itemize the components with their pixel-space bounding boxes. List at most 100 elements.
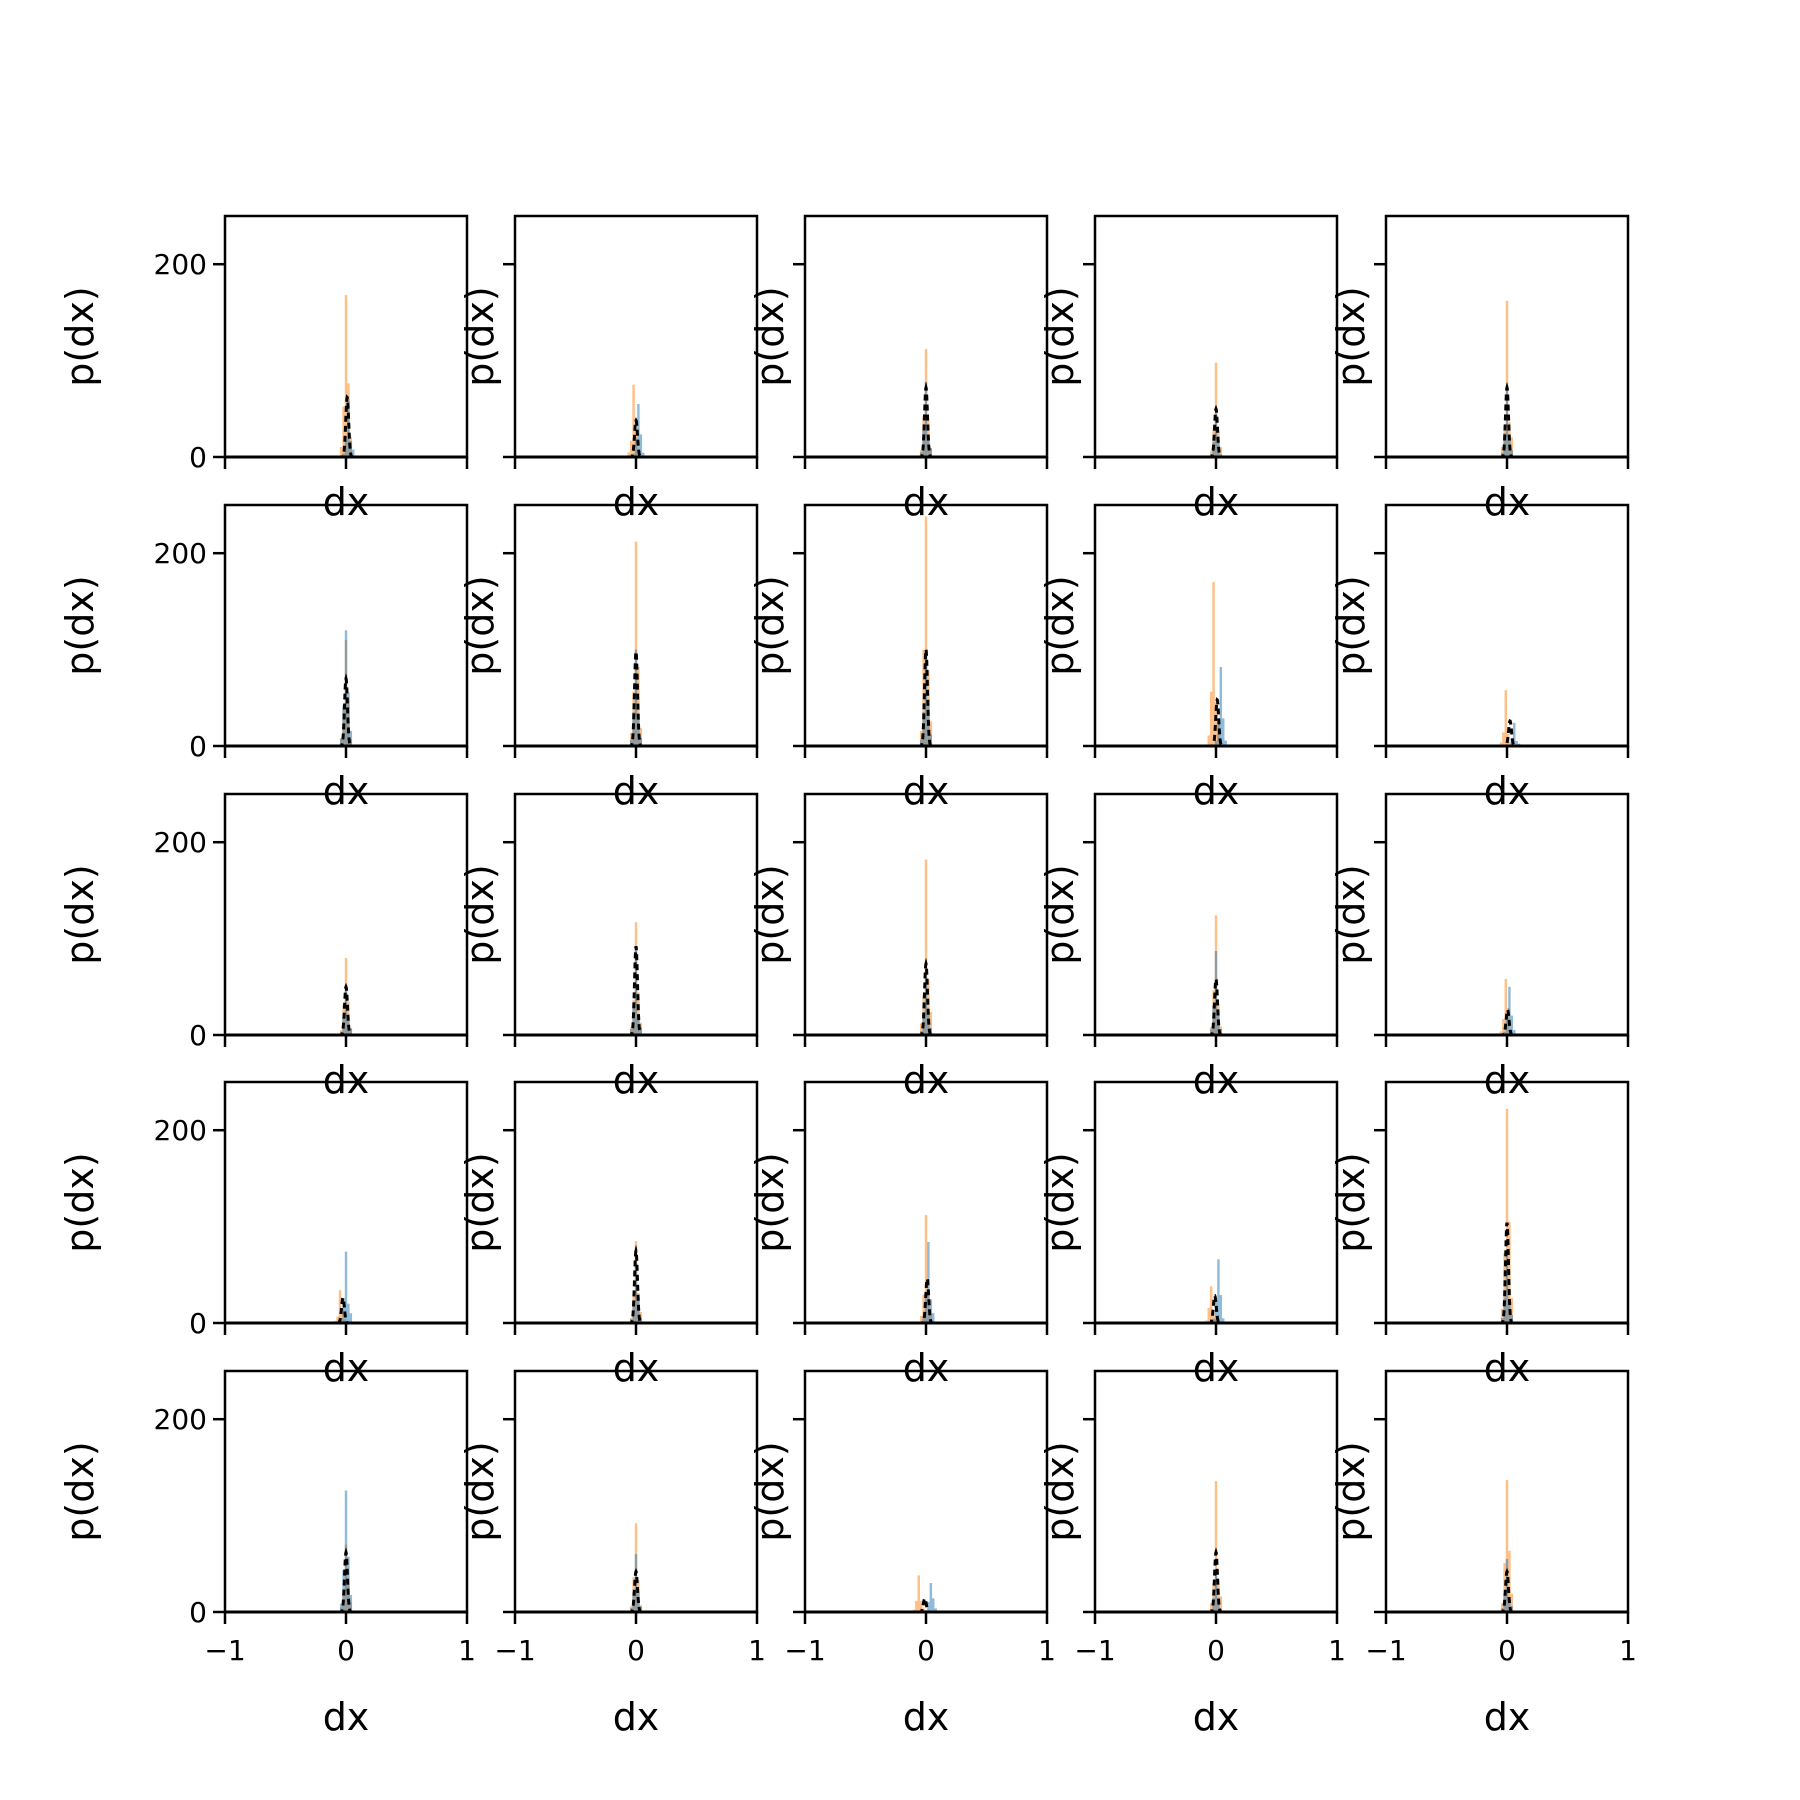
blue-hist-bar [932, 1598, 935, 1612]
y-axis-label: p(dx) [1038, 286, 1082, 386]
y-axis-label: p(dx) [748, 864, 792, 964]
blue-hist-bar [922, 430, 925, 457]
y-axis-label: p(dx) [458, 1152, 502, 1252]
blue-hist-bar [349, 440, 353, 457]
x-axis-label: dx [1193, 769, 1240, 813]
orange-hist-bar [915, 1600, 918, 1612]
x-tick-label: 1 [1619, 1634, 1637, 1667]
blue-hist-bar [1214, 413, 1218, 457]
panel-r3-c1: dx p(dx) [458, 1080, 759, 1390]
x-axis-label: dx [613, 1346, 660, 1390]
blue-hist-bar [1217, 1259, 1220, 1323]
panel-r3-c2: dx p(dx) [748, 1080, 1049, 1390]
x-axis-label: dx [1193, 480, 1240, 524]
x-axis-label: dx [903, 1058, 950, 1102]
blue-hist-bar [924, 381, 928, 457]
blue-hist-bar [1209, 1029, 1213, 1035]
black-density-line [1488, 381, 1526, 459]
x-tick-label: 0 [1498, 1634, 1516, 1667]
blue-hist-bar [639, 737, 643, 746]
orange-hist-bar [1499, 1031, 1503, 1035]
y-axis-label: p(dx) [58, 1441, 102, 1541]
blue-hist-bar [924, 649, 928, 746]
y-tick-label: 0 [189, 1307, 207, 1340]
blue-hist-bar [1505, 1249, 1509, 1323]
panel-r4-c0: 0 200 −1 0 1 dx p(dx) [58, 1369, 476, 1739]
blue-hist-bar [1212, 1318, 1215, 1323]
orange-hist-bar [1214, 701, 1218, 746]
x-axis-label: dx [903, 1695, 950, 1739]
blue-hist-bar [634, 1263, 638, 1323]
y-tick-label: 200 [154, 826, 207, 859]
blue-hist-bar [642, 452, 645, 457]
y-axis-label: p(dx) [1329, 575, 1373, 675]
y-tick-label: 0 [189, 1019, 207, 1052]
panel-r1-c3: dx p(dx) [1038, 503, 1339, 813]
orange-hist-bar [1505, 1108, 1509, 1323]
orange-hist-bar [1505, 300, 1509, 457]
y-axis-label: p(dx) [58, 575, 102, 675]
x-tick-label: −1 [204, 1634, 245, 1667]
x-tick-label: −1 [494, 1634, 535, 1667]
y-tick-label: 200 [154, 1403, 207, 1436]
blue-hist-bar [934, 1608, 937, 1612]
orange-hist-bar [1505, 1479, 1509, 1612]
panel-r1-c4: dx p(dx) [1329, 503, 1630, 813]
orange-hist-bar [922, 1608, 925, 1612]
orange-hist-bar [919, 731, 923, 746]
panel-r0-c3: dx p(dx) [1038, 214, 1339, 524]
orange-hist-bar [1212, 1313, 1215, 1323]
y-axis-label: p(dx) [1329, 286, 1373, 386]
panel-r0-c2: dxp(dx) [748, 214, 1049, 524]
orange-hist-bar [639, 1312, 643, 1323]
orange-hist-bar [627, 452, 630, 457]
y-axis-label: p(dx) [1329, 864, 1373, 964]
blue-hist-bar [1222, 718, 1225, 746]
panel-r1-c1: dx p(dx) [458, 503, 759, 813]
blue-hist-bar [339, 1603, 343, 1612]
orange-hist-bar [919, 1315, 923, 1323]
y-tick-label: 0 [189, 730, 207, 763]
orange-hist-bar [1209, 450, 1213, 457]
y-axis-label: p(dx) [458, 1441, 502, 1541]
y-axis-label: p(dx) [1038, 1152, 1082, 1252]
blue-hist-bar [1508, 1600, 1511, 1612]
panel-r2-c0: 0 200 dx p(dx) [58, 792, 469, 1102]
orange-hist-bar [919, 1601, 923, 1612]
y-axis-label: p(dx) [748, 286, 792, 386]
panel-r0-c1: dx p(dx) [458, 214, 759, 524]
orange-hist-bar [629, 440, 633, 457]
blue-hist-bar [1505, 1018, 1509, 1035]
orange-hist-bar [1207, 1307, 1210, 1323]
orange-hist-bar [338, 1290, 342, 1323]
x-axis-label: dx [613, 1695, 660, 1739]
orange-hist-bar [1219, 1596, 1223, 1612]
x-axis-label: dx [323, 480, 370, 524]
blue-hist-bar [927, 1602, 930, 1612]
x-axis-label: dx [613, 769, 660, 813]
orange-hist-bar [339, 446, 343, 457]
x-axis-label: dx [1484, 1346, 1531, 1390]
y-axis-label: p(dx) [58, 286, 102, 386]
x-tick-label: 0 [627, 1634, 645, 1667]
x-axis-label: dx [1484, 480, 1531, 524]
black-density-line [617, 945, 655, 1037]
blue-hist-bar [349, 1028, 353, 1035]
orange-hist-bar [1209, 1286, 1213, 1323]
orange-hist-bar [1502, 1019, 1505, 1035]
panel-r2-c2: dx p(dx) [748, 792, 1049, 1102]
blue-hist-bar [1214, 740, 1218, 746]
orange-hist-bar [1504, 690, 1507, 746]
orange-hist-bar [1214, 1480, 1218, 1612]
x-axis-label: dx [1484, 769, 1531, 813]
x-tick-label: 0 [337, 1634, 355, 1667]
blue-hist-bar [924, 1294, 928, 1323]
panel-r2-c4: dx p(dx) [1329, 792, 1630, 1102]
x-axis-label: dx [1193, 1058, 1240, 1102]
y-axis-label: p(dx) [748, 1441, 792, 1541]
orange-hist-bar [1207, 735, 1210, 746]
blue-hist-bar [349, 1313, 353, 1323]
axes-frame [803, 1369, 1049, 1614]
y-tick-label: 200 [154, 537, 207, 570]
orange-hist-bar [924, 516, 928, 746]
